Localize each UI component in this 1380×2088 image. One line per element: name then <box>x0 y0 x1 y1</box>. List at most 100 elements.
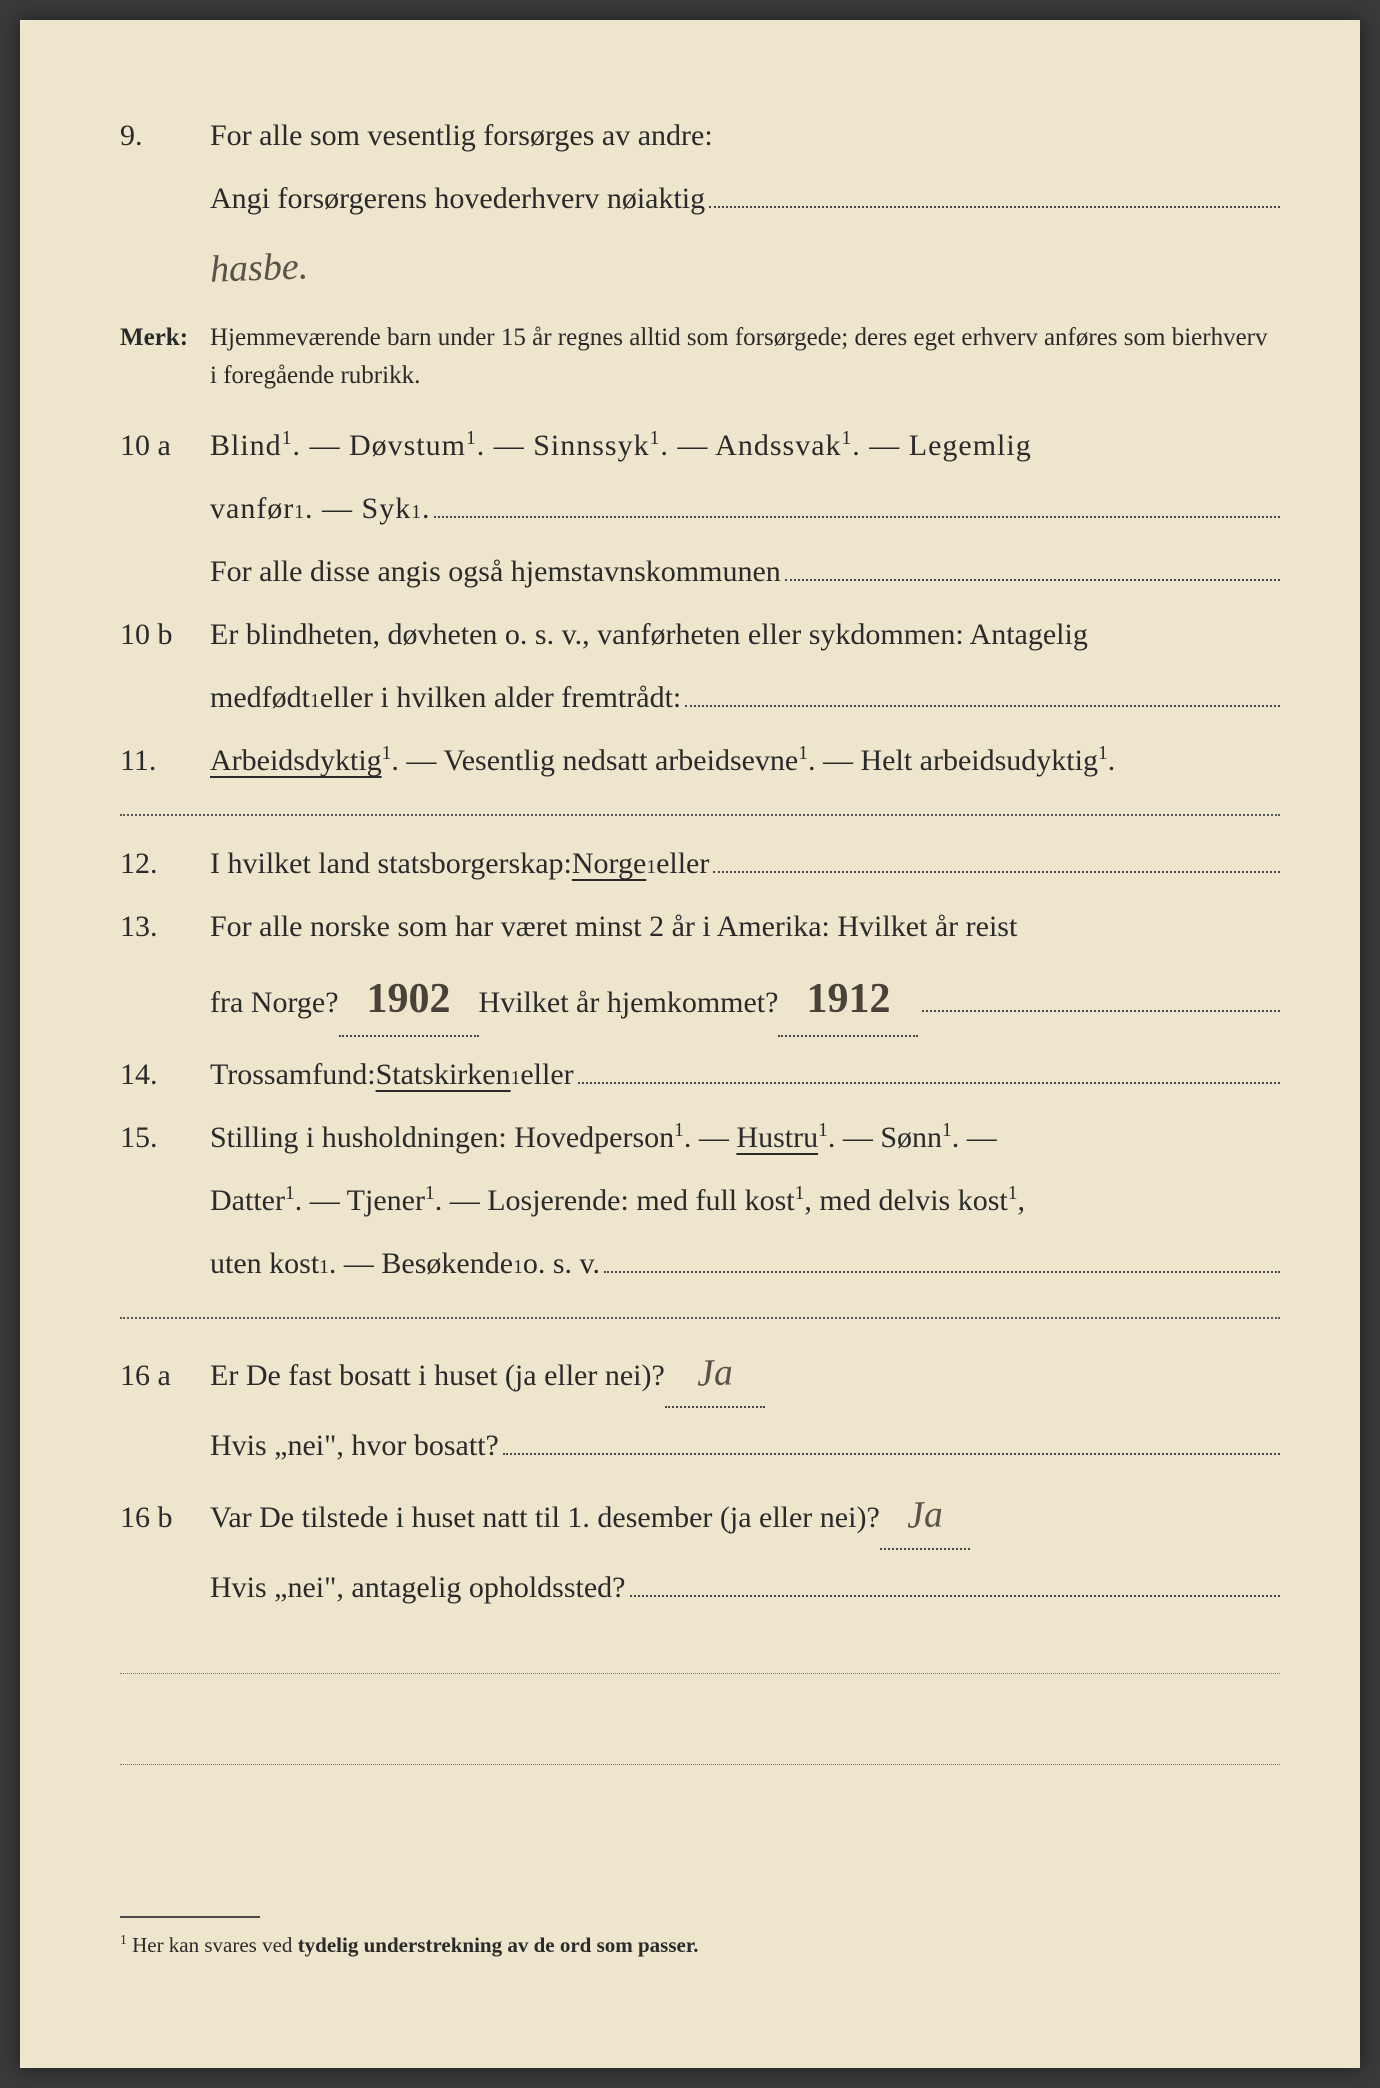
q15-hustru: Hustru <box>736 1121 818 1154</box>
q13-line1: For alle norske som har været minst 2 år… <box>210 901 1280 952</box>
q10b-line2: medfødt1 eller i hvilken alder fremtrådt… <box>210 672 1280 723</box>
footnote-rule <box>120 1916 260 1918</box>
merk-note: Merk: Hjemmeværende barn under 15 år reg… <box>120 319 1280 397</box>
footnote-sup: 1 <box>120 1932 127 1947</box>
q16a-line1: Er De fast bosatt i huset (ja eller nei)… <box>210 1341 1280 1408</box>
q12-content: I hvilket land statsborgerskap: Norge1 e… <box>210 838 1280 889</box>
divider-3 <box>120 1673 1280 1674</box>
q9-line1: For alle som vesentlig forsørges av andr… <box>210 110 1280 161</box>
q10a-opt-dovstum: . — Døvstum <box>292 429 466 462</box>
q16b-line2-pre: Hvis „nei", antagelig opholdssted? <box>210 1562 626 1613</box>
q16b-pre: Var De tilstede i huset natt til 1. dese… <box>210 1492 880 1543</box>
q13-hw-1912: 1912 <box>806 964 890 1035</box>
q10b-medfodt: medfødt <box>210 672 310 723</box>
question-11: 11. Arbeidsdyktig1. — Vesentlig nedsatt … <box>120 735 1280 786</box>
q9-number: 9. <box>120 110 210 161</box>
q13-fill <box>922 982 1280 1012</box>
divider-2 <box>120 1317 1280 1319</box>
q11-dot: . <box>1108 744 1116 777</box>
q9-handwritten-row: hasbe. <box>210 236 1280 301</box>
q10a-line2: vanfør1. — Syk1. <box>210 483 1280 534</box>
question-14: 14. Trossamfund: Statskirken1 eller <box>120 1049 1280 1100</box>
q11-opt-udyktig: . — Helt arbeidsudyktig <box>808 744 1098 777</box>
question-16b: 16 b Var De tilstede i huset natt til 1.… <box>120 1483 1280 1550</box>
q16a-line2-pre: Hvis „nei", hvor bosatt? <box>210 1420 499 1471</box>
q14-fill <box>578 1054 1280 1084</box>
q16b-line2: Hvis „nei", antagelig opholdssted? <box>210 1562 1280 1613</box>
q14-pre: Trossamfund: <box>210 1049 376 1100</box>
q16b-fill <box>630 1567 1281 1597</box>
q15-sep1: . — <box>684 1121 737 1154</box>
q16b-number: 16 b <box>120 1492 210 1543</box>
census-form-page: 9. For alle som vesentlig forsørges av a… <box>20 20 1360 2068</box>
q10a-line1: Blind1. — Døvstum1. — Sinnssyk1. — Andss… <box>210 420 1280 471</box>
question-10b: 10 b Er blindheten, døvheten o. s. v., v… <box>120 609 1280 660</box>
footnote-bold: tydelig understrekning av de ord som pas… <box>298 1933 699 1957</box>
question-9: 9. For alle som vesentlig forsørges av a… <box>120 110 1280 161</box>
q15-datter: Datter <box>210 1184 285 1217</box>
q10b-line1: Er blindheten, døvheten o. s. v., vanfør… <box>210 609 1280 660</box>
q14-content: Trossamfund: Statskirken1 eller <box>210 1049 1280 1100</box>
q14-number: 14. <box>120 1049 210 1100</box>
q15-line1: Stilling i husholdningen: Hovedperson1. … <box>210 1112 1280 1163</box>
q9-fill <box>709 178 1280 208</box>
question-10a: 10 a Blind1. — Døvstum1. — Sinnssyk1. — … <box>120 420 1280 471</box>
q15-delviskost: , med delvis kost <box>804 1184 1007 1217</box>
q10a-opt-syk: . — Syk <box>305 483 411 534</box>
question-12: 12. I hvilket land statsborgerskap: Norg… <box>120 838 1280 889</box>
q10a-fill2 <box>785 551 1280 581</box>
q11-opt-nedsatt: . — Vesentlig nedsatt arbeidsevne <box>391 744 798 777</box>
q12-fill <box>713 843 1280 873</box>
q16b-line1: Var De tilstede i huset natt til 1. dese… <box>210 1483 1280 1550</box>
q10a-number: 10 a <box>120 420 210 471</box>
q16b-answer-field: Ja <box>880 1483 970 1550</box>
q10b-rest: eller i hvilken alder fremtrådt: <box>320 672 682 723</box>
q12-norge: Norge <box>572 838 646 889</box>
q15-number: 15. <box>120 1112 210 1163</box>
question-13: 13. For alle norske som har været minst … <box>120 901 1280 952</box>
merk-label: Merk: <box>120 319 210 358</box>
q12-pre: I hvilket land statsborgerskap: <box>210 838 572 889</box>
q14-post: eller <box>520 1049 573 1100</box>
q13-year-return-field: 1912 <box>778 964 918 1037</box>
q16a-line2: Hvis „nei", hvor bosatt? <box>210 1420 1280 1471</box>
q13-year-left-field: 1902 <box>339 964 479 1037</box>
q15-sonn: . — Sønn <box>828 1121 942 1154</box>
q13-mid: Hvilket år hjemkommet? <box>479 977 779 1028</box>
q15-line2: Datter1. — Tjener1. — Losjerende: med fu… <box>210 1175 1280 1226</box>
q15-utenkost: uten kost <box>210 1238 319 1289</box>
q16a-number: 16 a <box>120 1350 210 1401</box>
q15-comma: , <box>1017 1184 1025 1217</box>
q9-line2: Angi forsørgerens hovederhverv nøiaktig <box>210 173 1280 224</box>
q16a-answer-field: Ja <box>665 1341 765 1408</box>
footnote-text: Her kan svares ved <box>127 1933 298 1957</box>
q13-pre: fra Norge? <box>210 977 339 1028</box>
merk-text: Hjemmeværende barn under 15 år regnes al… <box>210 319 1280 397</box>
q16a-hw-ja: Ja <box>696 1341 734 1407</box>
q10a-fill1 <box>434 488 1280 518</box>
q10a-opt-legemlig: . — Legemlig <box>852 429 1031 462</box>
q12-number: 12. <box>120 838 210 889</box>
q10b-fill <box>685 677 1280 707</box>
q9-handwritten: hasbe. <box>209 234 309 302</box>
q16a-fill <box>503 1425 1280 1455</box>
q10a-opt-vanfor: vanfør <box>210 483 294 534</box>
q10a-line3: For alle disse angis også hjemstavnskomm… <box>210 546 1280 597</box>
q13-number: 13. <box>120 901 210 952</box>
q15-sep2: . — <box>952 1121 997 1154</box>
q9-line2-text: Angi forsørgerens hovederhverv nøiaktig <box>210 173 705 224</box>
q10a-opt-blind: Blind <box>210 429 282 462</box>
q15-fullkost: . — Losjerende: med full kost <box>435 1184 795 1217</box>
q16a-pre: Er De fast bosatt i huset (ja eller nei)… <box>210 1350 665 1401</box>
q10a-opt-andssvak: . — Andssvak <box>660 429 841 462</box>
q11-content: Arbeidsdyktig1. — Vesentlig nedsatt arbe… <box>210 735 1280 786</box>
divider-4 <box>120 1764 1280 1765</box>
q11-opt-arbeidsdyktig: Arbeidsdyktig <box>210 744 382 777</box>
q11-number: 11. <box>120 735 210 786</box>
q12-post: eller <box>656 838 709 889</box>
q16b-hw-ja: Ja <box>906 1482 944 1548</box>
q15-hovedperson: Stilling i husholdningen: Hovedperson <box>210 1121 674 1154</box>
q13-line2: fra Norge? 1902 Hvilket år hjemkommet? 1… <box>210 964 1280 1037</box>
q10a-dot: . <box>422 483 431 534</box>
footnote: 1 Her kan svares ved tydelig understrekn… <box>120 1916 1280 1958</box>
